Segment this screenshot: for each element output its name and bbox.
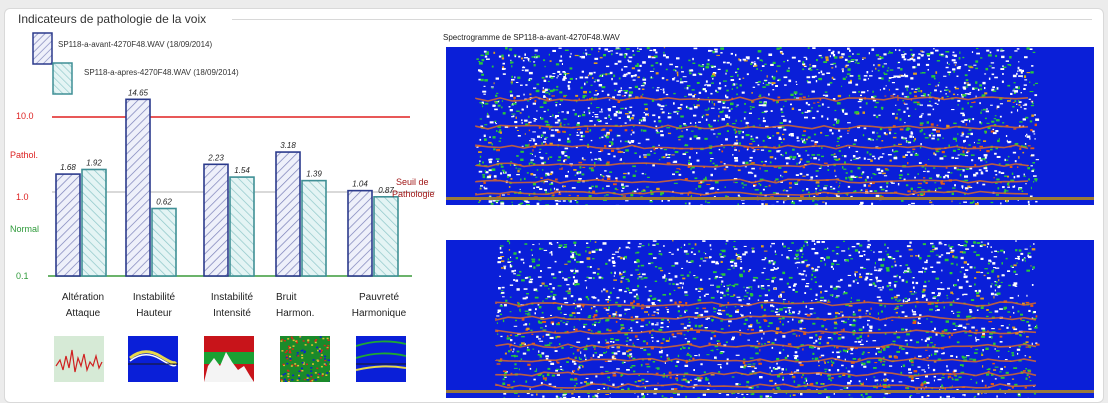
harmonic-poverty-icon[interactable] — [356, 336, 406, 382]
bar-series2-cat5 — [374, 197, 398, 276]
bar-series1-cat1 — [56, 174, 80, 276]
spectrogram-top-title: Spectrogramme de SP118-a-avant-4270F48.W… — [443, 33, 620, 42]
attack-waveform-icon[interactable] — [54, 336, 104, 382]
bar-series2-cat2 — [152, 209, 176, 276]
threshold-label-line2: Pathologie — [392, 189, 435, 199]
data-label-series1-cat3: 2.23 — [207, 153, 224, 162]
intensity-instability-icon[interactable] — [204, 336, 254, 382]
normal-label: Normal — [10, 224, 39, 234]
data-label-series2-cat4: 1.39 — [306, 170, 322, 179]
bars-group — [56, 99, 398, 276]
bar-series1-cat2 — [126, 99, 150, 276]
data-label-series2-cat1: 1.92 — [86, 158, 102, 167]
tick-10: 10.0 — [16, 111, 34, 121]
bar-series2-cat1 — [82, 169, 106, 276]
threshold-label-line1: Seuil de — [396, 177, 429, 187]
pitch-instability-icon[interactable] — [128, 336, 178, 382]
harmonic-noise-icon[interactable] — [280, 336, 330, 382]
bar-series1-cat3 — [204, 164, 228, 276]
data-label-series1-cat5: 1.04 — [352, 180, 368, 189]
data-label-series1-cat4: 3.18 — [280, 141, 296, 150]
data-label-series2-cat2: 0.62 — [156, 198, 172, 207]
tick-01: 0.1 — [16, 271, 29, 281]
bar-series2-cat3 — [230, 177, 254, 276]
bar-series1-cat4 — [276, 152, 300, 276]
pathol-label: Pathol. — [10, 150, 38, 160]
data-label-series2-cat3: 1.54 — [234, 166, 250, 175]
data-label-series1-cat1: 1.68 — [60, 163, 76, 172]
spectrogram-top[interactable] — [446, 47, 1094, 205]
tick-1: 1.0 — [16, 192, 29, 202]
bar-series2-cat4 — [302, 181, 326, 276]
bar-series1-cat5 — [348, 191, 372, 276]
data-label-series1-cat2: 14.65 — [128, 88, 149, 97]
spectrogram-bottom[interactable] — [446, 240, 1094, 398]
